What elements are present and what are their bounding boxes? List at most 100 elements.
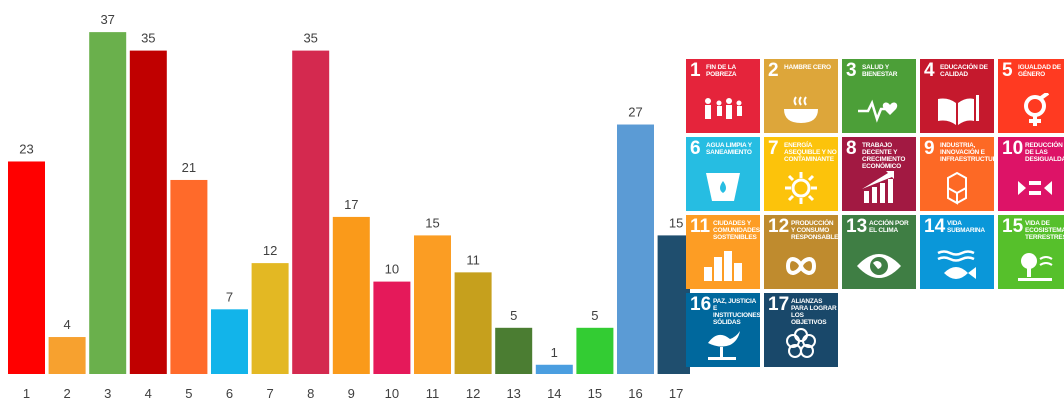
value-label-10: 10 [385, 262, 399, 277]
x-tick-label-1: 1 [23, 386, 30, 401]
sdg-tile-label: Hambre cero [784, 64, 831, 71]
x-tick-label-3: 3 [104, 386, 111, 401]
gender-icon [1012, 91, 1058, 127]
x-tick-label-11: 11 [426, 386, 440, 401]
sdg-tile-7: 7 Energía asequible y no contaminante [764, 137, 838, 211]
sdg-tile-15: 15Vida de ecosistemas terrestres [998, 215, 1064, 289]
book-icon [934, 93, 980, 127]
sdg-tile-number: 11 [690, 216, 711, 237]
bar-7 [251, 263, 289, 374]
sdg-tile-1: 1 Fin de la pobreza [686, 59, 760, 133]
sdg-tile-label: Industria, innovación e infraestructura [940, 142, 994, 163]
sdg-tile-number: 16 [690, 294, 712, 315]
sdg-tile-label: Vida submarina [947, 220, 985, 234]
sun-icon [778, 171, 824, 205]
bowl-icon [778, 93, 824, 127]
sdg-tile-label: Fin de la pobreza [706, 64, 737, 78]
sdg-tile-label: Energía asequible y no contaminante [784, 142, 837, 163]
sdg-tile-number: 14 [924, 216, 946, 237]
sdg-tile-label: Educación de calidad [940, 64, 988, 78]
value-label-2: 4 [63, 317, 70, 332]
x-tick-label-17: 17 [669, 386, 683, 401]
sdg-tile-9: 9Industria, innovación e infraestructura [920, 137, 994, 211]
dove-icon [700, 327, 746, 361]
x-tick-label-15: 15 [588, 386, 602, 401]
bar-12 [454, 272, 492, 374]
bar-3 [89, 32, 127, 375]
value-label-13: 5 [510, 308, 517, 323]
value-label-17: 15 [669, 215, 683, 230]
value-label-12: 11 [466, 252, 480, 267]
value-label-15: 5 [591, 308, 598, 323]
value-label-16: 27 [628, 105, 642, 120]
sdg-tile-8: 8 Trabajo decente y crecimiento económico [842, 137, 916, 211]
sdg-tile-number: 17 [768, 294, 790, 315]
sdg-tile-5: 5 Igualdad de género [998, 59, 1064, 133]
x-tick-label-14: 14 [547, 386, 561, 401]
bar-2 [48, 337, 86, 374]
bar-16 [617, 124, 654, 375]
sdg-tile-label: Vida de ecosistemas terrestres [1025, 220, 1064, 241]
x-tick-label-13: 13 [506, 386, 520, 401]
equality-icon [1012, 171, 1058, 205]
sdg-tile-6: 6 Agua limpia y saneamiento [686, 137, 760, 211]
value-label-1: 23 [19, 141, 33, 156]
sdg-tile-3: 3 Salud y bienestar [842, 59, 916, 133]
sdg-tile-number: 8 [846, 138, 857, 159]
sdg-tile-number: 13 [846, 216, 868, 237]
sdg-tile-14: 14 Vida submarina [920, 215, 994, 289]
sdg-tile-number: 3 [846, 60, 857, 81]
sdg-tile-16: 16 Paz, justicia e instituciones sólidas [686, 293, 760, 367]
tree-icon [1012, 249, 1058, 283]
bar-6 [211, 309, 248, 374]
bar-1 [8, 161, 45, 374]
bar-11 [414, 235, 451, 374]
sdg-tile-number: 15 [1002, 216, 1024, 237]
sdg-tile-number: 12 [768, 216, 790, 237]
family-icon [700, 93, 746, 127]
value-label-7: 12 [263, 243, 277, 258]
sdg-tile-11: 11 Ciudades y comunidades sostenibles [686, 215, 760, 289]
x-tick-label-12: 12 [466, 386, 480, 401]
value-label-5: 21 [182, 160, 196, 175]
rings-icon [778, 327, 824, 361]
x-tick-label-5: 5 [185, 386, 192, 401]
bar-14 [535, 364, 573, 374]
x-tick-label-7: 7 [266, 386, 273, 401]
sdg-tile-label: Paz, justicia e instituciones sólidas [713, 298, 760, 326]
sdg-tile-number: 10 [1002, 138, 1024, 159]
sdg-goals-grid: 1 Fin de la pobreza 2 Hambre cero 3 Salud y b… [686, 59, 1064, 371]
bar-4 [129, 50, 167, 374]
x-tick-label-16: 16 [628, 386, 642, 401]
sdg-tile-4: 4 Educación de calidad [920, 59, 994, 133]
bar-15 [576, 327, 614, 374]
sdg-tile-number: 7 [768, 138, 779, 159]
value-label-14: 1 [551, 345, 558, 360]
bar-9 [332, 216, 370, 374]
sdg-tile-label: Alianzas para lograr los objetivos [791, 298, 837, 326]
x-tick-label-2: 2 [63, 386, 70, 401]
sdg-tile-number: 5 [1002, 60, 1013, 81]
sdg-tile-number: 2 [768, 60, 779, 81]
bar-13 [495, 327, 533, 374]
sdg-tile-number: 1 [690, 60, 701, 81]
city-icon [700, 249, 746, 283]
sdg-tile-number: 4 [924, 60, 935, 81]
bar-8 [292, 50, 330, 374]
infinity-icon [778, 249, 824, 283]
sdg-tile-label: Ciudades y comunidades sostenibles [713, 220, 760, 241]
sdg-tile-number: 6 [690, 138, 701, 159]
sdg-tile-label: Agua limpia y saneamiento [706, 142, 752, 156]
value-label-8: 35 [303, 31, 317, 46]
value-label-3: 37 [100, 12, 114, 27]
growth-chart-icon [856, 171, 902, 205]
sdg-tile-label: Acción por el clima [869, 220, 909, 234]
value-label-11: 15 [425, 215, 439, 230]
sdg-tile-17: 17 Alianzas para lograr los objetivos [764, 293, 838, 367]
x-tick-label-4: 4 [145, 386, 152, 401]
sdg-tile-10: 10Reducción de las desigualdades [998, 137, 1064, 211]
sdg-tile-12: 12 Producción y consumo responsables [764, 215, 838, 289]
cubes-icon [934, 171, 980, 205]
x-tick-label-9: 9 [348, 386, 355, 401]
sdg-tile-13: 13 Acción por el clima [842, 215, 916, 289]
